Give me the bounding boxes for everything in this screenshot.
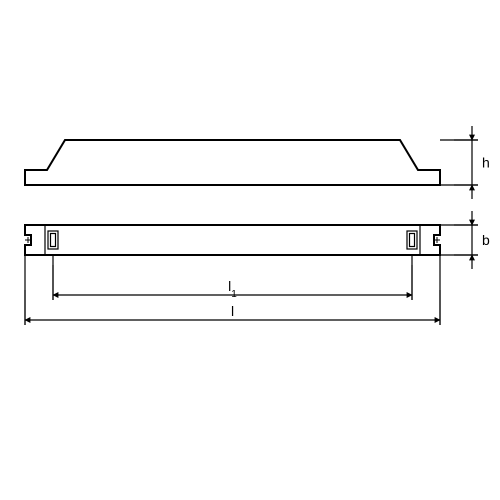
dim-label: l1 [228, 278, 237, 300]
dim-label: b [482, 232, 490, 248]
dim-label: l [231, 303, 234, 319]
top-view-outline [25, 225, 440, 255]
side-view-outline [25, 140, 440, 185]
dim-label: h [482, 155, 490, 171]
